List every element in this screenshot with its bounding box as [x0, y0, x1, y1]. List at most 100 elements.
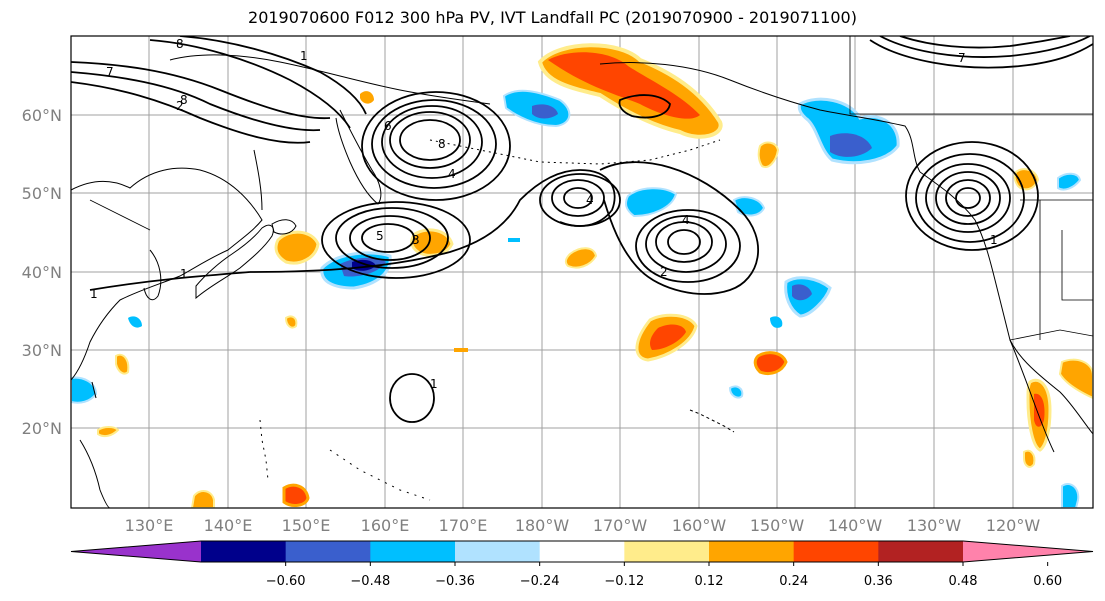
anomaly-area-baja-core — [1034, 393, 1045, 427]
pv-contour-okhotsk-5 — [361, 91, 511, 201]
pv-contour-cpac-5 — [599, 161, 759, 295]
contour-label-2b: 2 — [176, 99, 184, 113]
colorbar-tick-label: −0.48 — [350, 574, 390, 589]
lat-label: 50°N — [22, 184, 62, 203]
lon-label: 140°W — [828, 516, 883, 535]
colorbar-tick-label: −0.24 — [520, 574, 560, 589]
pv-contour-nw-2 — [71, 71, 321, 132]
anomaly-area-small-b — [284, 315, 298, 329]
negative-anomaly-shading — [71, 89, 1082, 508]
anomaly-area-bc-neg — [1057, 172, 1082, 191]
pv-contour-aleut-3 — [539, 173, 621, 227]
coastline-na-west — [919, 171, 1093, 435]
lon-label: 130°E — [125, 516, 174, 535]
lat-label: 40°N — [22, 263, 62, 282]
anomaly-area-gulf-alaska-neg-core — [830, 133, 872, 157]
coastline-kamchatka — [335, 109, 382, 205]
border-us-mexico — [1009, 329, 1093, 341]
longitude-labels: 130°E 140°E 150°E 160°E 170°E 180°W 170°W 160°W… — [125, 516, 1041, 535]
anomaly-area-bering-core — [548, 52, 700, 119]
lon-label: 170°E — [439, 516, 488, 535]
contour-label-5a: 5 — [376, 229, 384, 243]
colorbar-tick-label: 0.60 — [1033, 574, 1062, 589]
coastline-marianas — [259, 419, 269, 481]
colorbar-extend-min — [71, 541, 201, 562]
anomaly-area-small-neg-b — [728, 385, 744, 399]
anomaly-area-south-1 — [190, 490, 215, 508]
anomaly-area-small-c — [454, 348, 468, 352]
colorbar-segment — [539, 541, 625, 562]
colorbar-segment — [878, 541, 964, 562]
pv-contour-bc-4 — [925, 163, 1011, 233]
contour-label-7b: 7 — [958, 51, 966, 65]
contour-label-8c: 8 — [180, 93, 188, 107]
anomaly-area-aleutian-neg — [625, 187, 678, 218]
border-china-mongolia — [89, 199, 151, 231]
pv-contour-aleut-1 — [563, 187, 593, 209]
anomaly-area-small-a — [360, 91, 374, 104]
anomaly-area-japan-east — [274, 230, 320, 265]
anomaly-area-south-2 — [282, 483, 310, 507]
lat-label: 30°N — [22, 341, 62, 360]
pv-contour-cpac-4 — [635, 209, 741, 283]
anomaly-area-hawaii-north — [753, 351, 788, 376]
pv-contour-cpac-3 — [645, 215, 727, 273]
anomaly-area-south-3 — [1023, 449, 1036, 468]
pv-contour-okhotsk-2 — [389, 111, 471, 169]
coastline-philippines — [79, 439, 111, 508]
coastline-japan — [195, 224, 274, 300]
coastline-korea — [143, 249, 162, 301]
pv-contour-kam-1 — [361, 223, 415, 253]
contour-labels: 1 1 1 1 1 2 2 3 4 4 4 5 6 7 7 8 8 8 — [90, 37, 998, 391]
anomaly-area-bering-neg-core — [532, 104, 558, 119]
political-borders — [89, 36, 1093, 341]
contour-label-6a: 6 — [384, 119, 392, 133]
anomaly-area-small-neg-d — [128, 316, 142, 328]
anomaly-area-mexico — [1058, 358, 1093, 400]
lon-label: 150°W — [750, 516, 805, 535]
lat-label: 60°N — [22, 106, 62, 125]
coastline-east-asia — [71, 167, 263, 381]
colorbar-outline — [70, 540, 1094, 563]
colorbar-segment — [793, 541, 879, 562]
anomaly-area-small-neg-a — [770, 316, 783, 328]
colorbar-tick-label: −0.12 — [604, 574, 644, 589]
lon-label: 180°W — [515, 516, 570, 535]
contour-label-1e: 1 — [300, 49, 308, 63]
colorbar-tick-label: 0.12 — [695, 574, 724, 589]
pv-contour-trough — [249, 169, 616, 273]
lon-label: 170°W — [593, 516, 648, 535]
colorbar-extend-max — [963, 541, 1093, 562]
map-title: 2019070600 F012 300 hPa PV, IVT Landfall… — [248, 8, 857, 27]
pv-contour-okhotsk-1 — [399, 119, 461, 161]
coastlines — [71, 54, 1093, 508]
pv-contour-aleut-2 — [551, 179, 605, 217]
lat-label: 20°N — [22, 419, 62, 438]
coastline-alaska — [599, 62, 921, 173]
coastline-hawaii — [689, 409, 735, 433]
colorbar-segment — [709, 541, 795, 562]
pv-contour-ne-2 — [879, 36, 1091, 58]
anomaly-area-philippine — [115, 353, 130, 375]
pv-contour-bc-6 — [905, 141, 1039, 251]
colorbar-tick-labels: −0.60 −0.48 −0.36 −0.24 −0.12 0.12 0.24 0.36 0.4… — [266, 562, 1062, 589]
pv-contour-cpac-2 — [655, 221, 713, 263]
pv-contour-kam-3 — [335, 207, 449, 269]
colorbar-segment — [370, 541, 456, 562]
anomaly-area-small-d — [97, 426, 120, 438]
pv-contours — [71, 36, 1093, 423]
pv-contour-trough-2 — [89, 271, 251, 291]
pv-contour-bc-5 — [915, 153, 1025, 243]
lon-label: 160°E — [361, 516, 410, 535]
contour-label-3a: 3 — [412, 233, 420, 247]
contour-label-7a: 7 — [106, 65, 114, 79]
contour-label-1c: 1 — [430, 377, 438, 391]
coastline-sakhalin — [253, 149, 263, 211]
anomaly-area-gulf-alaska-neg — [797, 97, 900, 165]
coastline-islands-micronesia — [329, 449, 431, 501]
anomaly-area-gulf-alaska — [757, 141, 780, 168]
pv-contour-cpac-1 — [667, 229, 701, 255]
pv-contour-ne-1 — [869, 39, 1093, 69]
lon-label: 150°E — [282, 516, 331, 535]
pv-contour-bc-2 — [945, 179, 991, 217]
